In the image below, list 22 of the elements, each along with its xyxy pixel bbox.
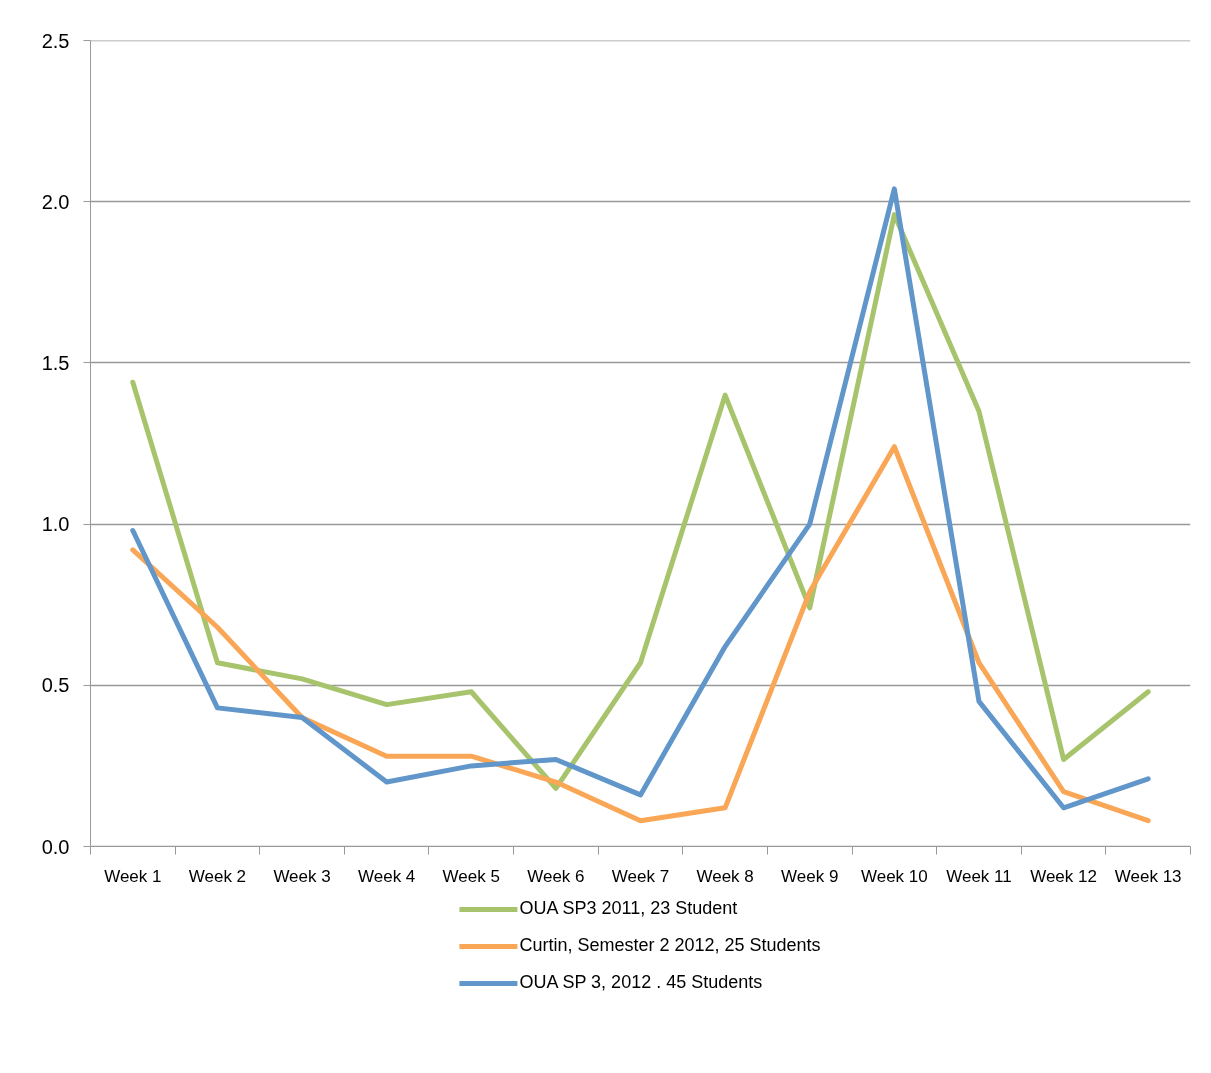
- x-tick-label: Week 8: [696, 866, 754, 886]
- y-tick-label: 1.0: [41, 513, 70, 536]
- x-tick-label: Week 12: [1030, 866, 1097, 886]
- y-tick-label: 0.5: [41, 674, 70, 697]
- y-tick-label: 0.0: [41, 835, 70, 858]
- x-tick-label: Week 4: [357, 866, 416, 886]
- x-tick-label: Week 7: [611, 866, 670, 886]
- x-tick-label: Week 11: [946, 866, 1012, 886]
- y-tick-label: 2.5: [41, 29, 70, 52]
- x-tick-label: Week 9: [781, 866, 839, 886]
- y-tick-label: 2.0: [41, 190, 70, 213]
- legend-label: OUA SP3 2011, 23 Student: [519, 898, 738, 919]
- x-tick-label: Week 5: [442, 866, 500, 886]
- x-tick-label: Week 3: [273, 866, 331, 886]
- x-tick-label: Week 10: [860, 866, 928, 886]
- x-tick-label: Week 6: [527, 866, 585, 886]
- x-tick-label: Week 2: [188, 866, 247, 886]
- y-tick-label: 1.5: [41, 351, 70, 374]
- legend-label: Curtin, Semester 2 2012, 25 Students: [519, 935, 821, 956]
- x-tick-label: Week 13: [1114, 866, 1182, 886]
- legend-label: OUA SP 3, 2012 . 45 Students: [519, 972, 763, 993]
- x-tick-label: Week 1: [104, 866, 162, 886]
